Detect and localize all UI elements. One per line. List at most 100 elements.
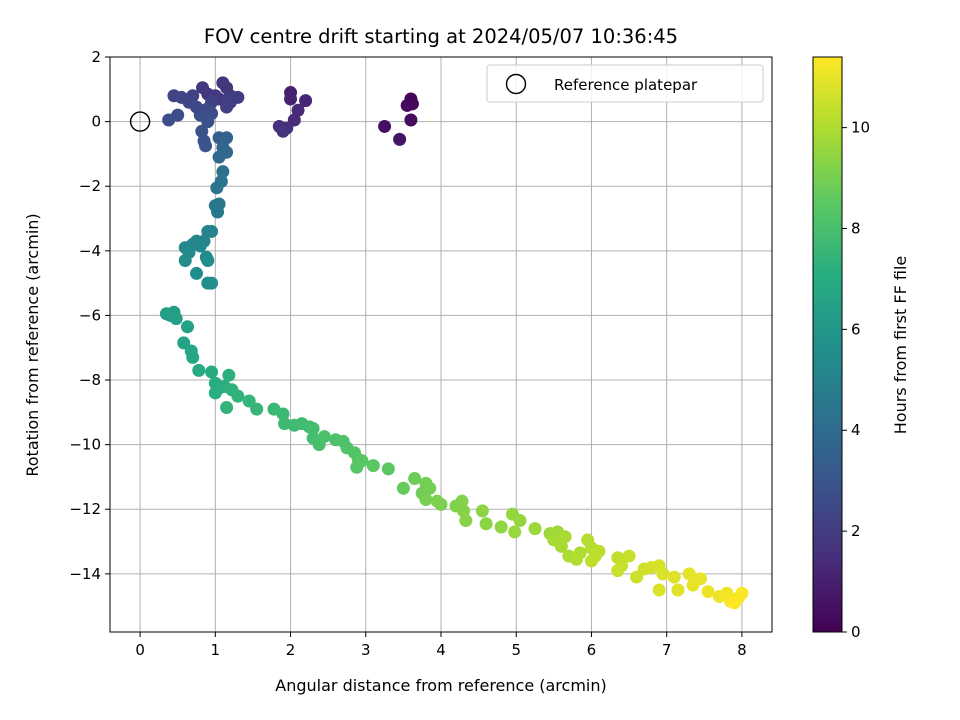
x-tick-label-5: 5 bbox=[511, 641, 521, 659]
colorbar-tick-label-2: 4 bbox=[851, 421, 861, 439]
legend-box bbox=[486, 64, 764, 103]
data-point-145 bbox=[652, 583, 666, 597]
colorbar-tick-label-5: 10 bbox=[851, 119, 870, 137]
data-point-44 bbox=[212, 150, 226, 164]
data-point-94 bbox=[317, 430, 331, 444]
data-point-50 bbox=[211, 205, 225, 219]
x-tick-label-8: 8 bbox=[737, 641, 747, 659]
y-axis-ticks: 2 0 −2 −4 −6 −8 −10 −12 −14 bbox=[69, 48, 110, 583]
data-point-58 bbox=[193, 239, 207, 253]
y-tick-label-3: −4 bbox=[79, 242, 101, 260]
y-tick-label-7: −12 bbox=[69, 500, 101, 518]
data-point-139 bbox=[611, 564, 625, 578]
data-point-118 bbox=[494, 520, 508, 534]
x-tick-label-4: 4 bbox=[436, 641, 446, 659]
x-axis-ticks: 0 1 2 3 4 5 6 7 8 bbox=[135, 632, 747, 659]
data-point-102 bbox=[366, 459, 380, 473]
x-tick-label-2: 2 bbox=[286, 641, 296, 659]
data-point-62 bbox=[190, 266, 204, 280]
data-point-87 bbox=[278, 417, 292, 431]
data-point-116 bbox=[475, 504, 489, 518]
data-point-127 bbox=[558, 530, 572, 544]
data-point-3 bbox=[404, 113, 418, 127]
data-point-156 bbox=[735, 586, 749, 600]
data-point-72 bbox=[186, 350, 200, 364]
data-point-146 bbox=[667, 570, 681, 584]
data-point-74 bbox=[205, 365, 219, 379]
data-point-52 bbox=[205, 224, 219, 238]
data-point-8 bbox=[299, 94, 313, 108]
legend-marker-open-circle bbox=[505, 73, 527, 95]
data-point-81 bbox=[231, 389, 245, 403]
data-point-35 bbox=[162, 113, 176, 127]
data-point-4 bbox=[378, 119, 392, 133]
data-point-68 bbox=[169, 312, 183, 326]
data-point-23 bbox=[220, 100, 234, 114]
data-point-147 bbox=[671, 583, 685, 597]
data-point-130 bbox=[569, 552, 583, 566]
colorbar-label: Hours from first FF file bbox=[891, 256, 910, 435]
colorbar-tick-label-1: 2 bbox=[851, 522, 861, 540]
data-point-7 bbox=[284, 92, 298, 106]
chart-title: FOV centre drift starting at 2024/05/07 … bbox=[204, 25, 678, 48]
y-tick-label-4: −6 bbox=[79, 306, 101, 324]
data-point-60 bbox=[201, 254, 215, 268]
data-point-77 bbox=[208, 386, 222, 400]
x-tick-label-1: 1 bbox=[211, 641, 221, 659]
colorbar-ticks: 0 2 4 6 8 10 bbox=[842, 119, 870, 641]
reference-layer bbox=[129, 111, 151, 132]
data-point-84 bbox=[250, 402, 264, 416]
x-tick-label-3: 3 bbox=[361, 641, 371, 659]
data-point-5 bbox=[393, 132, 407, 146]
data-point-121 bbox=[508, 525, 522, 539]
data-point-69 bbox=[180, 320, 194, 334]
data-point-73 bbox=[192, 363, 206, 377]
y-tick-label-0: 2 bbox=[91, 48, 101, 66]
legend: Reference platepar bbox=[486, 64, 764, 103]
data-point-111 bbox=[434, 497, 448, 511]
data-point-134 bbox=[592, 544, 606, 558]
data-point-36 bbox=[201, 115, 215, 129]
data-point-135 bbox=[584, 554, 598, 568]
x-axis-label: Angular distance from reference (arcmin) bbox=[275, 676, 606, 695]
y-tick-label-5: −8 bbox=[79, 371, 101, 389]
colorbar: 0 2 4 6 8 10 Hours from first FF file bbox=[812, 56, 910, 641]
data-point-2 bbox=[400, 98, 414, 112]
colorbar-gradient bbox=[812, 56, 843, 633]
scatter-points bbox=[159, 76, 749, 610]
data-point-79 bbox=[222, 368, 236, 382]
colorbar-tick-label-0: 0 bbox=[851, 623, 861, 641]
y-axis-label: Rotation from reference (arcmin) bbox=[23, 213, 42, 476]
data-point-86 bbox=[276, 407, 290, 421]
data-point-157 bbox=[727, 596, 741, 610]
data-point-108 bbox=[423, 481, 437, 495]
x-tick-label-7: 7 bbox=[662, 641, 672, 659]
data-point-105 bbox=[408, 472, 422, 486]
data-point-82 bbox=[220, 400, 234, 414]
data-point-115 bbox=[459, 514, 473, 528]
data-point-103 bbox=[381, 462, 395, 476]
data-point-61 bbox=[178, 254, 192, 268]
reference-platepar-marker bbox=[129, 111, 151, 132]
x-tick-label-6: 6 bbox=[587, 641, 597, 659]
data-point-120 bbox=[513, 514, 527, 528]
data-point-45 bbox=[216, 165, 230, 179]
data-point-151 bbox=[701, 585, 715, 599]
data-point-13 bbox=[276, 124, 290, 138]
colorbar-tick-label-3: 6 bbox=[851, 320, 861, 338]
data-point-150 bbox=[694, 572, 708, 586]
legend-label-reference: Reference platepar bbox=[554, 76, 698, 94]
data-point-39 bbox=[199, 139, 213, 153]
data-point-114 bbox=[457, 504, 471, 518]
data-point-109 bbox=[419, 493, 433, 507]
data-point-101 bbox=[355, 454, 369, 468]
y-tick-label-1: 0 bbox=[91, 113, 101, 131]
data-point-37 bbox=[195, 124, 209, 138]
data-point-47 bbox=[210, 181, 224, 195]
data-point-148 bbox=[682, 567, 696, 581]
y-tick-label-8: −14 bbox=[69, 565, 101, 583]
x-tick-label-0: 0 bbox=[135, 641, 145, 659]
data-point-138 bbox=[622, 549, 636, 563]
